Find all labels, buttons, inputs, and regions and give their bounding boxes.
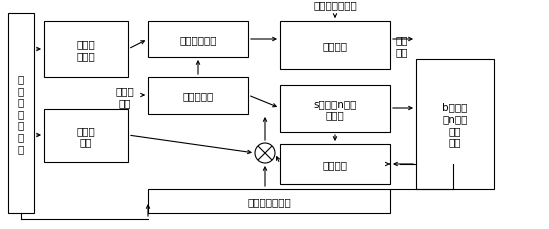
Text: 旋转框架角信息: 旋转框架角信息 xyxy=(247,196,291,206)
Text: 加速度
计组件: 加速度 计组件 xyxy=(77,39,96,60)
Text: 姿态阵
初值: 姿态阵 初值 xyxy=(115,86,134,107)
Text: 天
线
座
旋
转
底
盘: 天 线 座 旋 转 底 盘 xyxy=(18,74,24,153)
Bar xyxy=(280,86,390,132)
Text: 陀螺仪
组件: 陀螺仪 组件 xyxy=(77,125,96,147)
Bar xyxy=(44,109,128,162)
Bar xyxy=(148,189,390,213)
Text: 姿态阵解算: 姿态阵解算 xyxy=(182,91,214,101)
Bar xyxy=(44,22,128,78)
Text: 指令解算: 指令解算 xyxy=(322,159,348,169)
Bar xyxy=(148,22,248,58)
Text: 速度、位置初值: 速度、位置初值 xyxy=(313,0,357,10)
Bar xyxy=(416,60,494,189)
Text: s系相对n系航
向姿态: s系相对n系航 向姿态 xyxy=(313,98,357,120)
Text: 比力坐标变换: 比力坐标变换 xyxy=(180,35,217,45)
Bar xyxy=(280,144,390,184)
Bar xyxy=(148,78,248,114)
Bar xyxy=(8,14,34,213)
Text: 位置
速度: 位置 速度 xyxy=(396,35,408,57)
Bar xyxy=(280,22,390,70)
Text: b系相对
于n系的
航向
姿态: b系相对 于n系的 航向 姿态 xyxy=(442,102,468,147)
Text: 导航解算: 导航解算 xyxy=(322,41,348,51)
